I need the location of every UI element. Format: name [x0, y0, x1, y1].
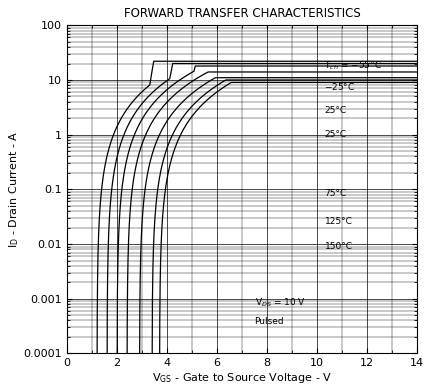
Text: 25°C: 25°C	[324, 106, 346, 115]
Text: $-$25°C: $-$25°C	[324, 81, 355, 92]
Text: T$_{ch}$ = $-$55°C: T$_{ch}$ = $-$55°C	[324, 60, 381, 72]
Text: Pulsed: Pulsed	[254, 317, 283, 326]
Text: 150°C: 150°C	[324, 241, 352, 250]
Text: 125°C: 125°C	[324, 217, 352, 226]
Y-axis label: I$_\mathregular{D}$ - Drain Current - A: I$_\mathregular{D}$ - Drain Current - A	[7, 131, 21, 248]
Text: 75°C: 75°C	[324, 189, 346, 198]
Text: 25°C: 25°C	[324, 130, 346, 139]
X-axis label: V$_\mathregular{GS}$ - Gate to Source Voltage - V: V$_\mathregular{GS}$ - Gate to Source Vo…	[151, 371, 331, 385]
Text: V$_{DS}$ = 10 V: V$_{DS}$ = 10 V	[254, 296, 305, 309]
Title: FORWARD TRANSFER CHARACTERISTICS: FORWARD TRANSFER CHARACTERISTICS	[123, 7, 359, 20]
